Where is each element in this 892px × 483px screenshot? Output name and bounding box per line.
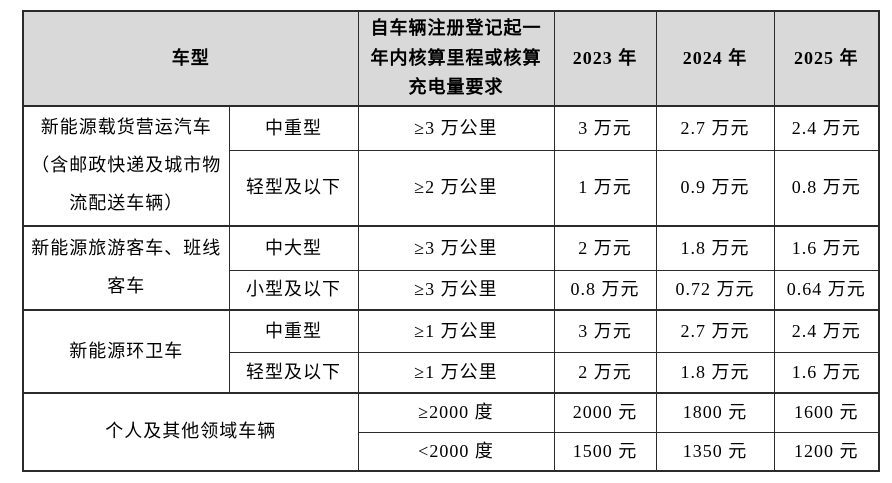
value-cell-2023: 2000 元 bbox=[553, 392, 657, 433]
value-cell-2025: 0.8 万元 bbox=[773, 149, 880, 227]
requirement-cell: ≥1 万公里 bbox=[357, 351, 555, 394]
value-cell-2025: 2.4 万元 bbox=[773, 309, 880, 353]
value-cell-2024: 1350 元 bbox=[655, 431, 775, 472]
table-row: 新能源载货营运汽车（含邮政快递及城市物流配送车辆） 中重型 ≥3 万公里 3 万… bbox=[22, 105, 880, 227]
category-cell-bus: 新能源旅游客车、班线客车 bbox=[22, 225, 230, 311]
subtype-cell: 中重型 bbox=[228, 105, 359, 151]
value-cell-2023: 1 万元 bbox=[553, 149, 657, 227]
subtype-cell: 轻型及以下 bbox=[228, 149, 359, 227]
header-vehicle-type: 车型 bbox=[22, 10, 359, 108]
requirement-cell: ≥3 万公里 bbox=[357, 225, 555, 271]
table-row: 新能源旅游客车、班线客车 中大型 ≥3 万公里 2 万元 1.8 万元 1.6 … bbox=[22, 225, 880, 311]
category-cell-personal: 个人及其他领域车辆 bbox=[22, 392, 359, 472]
header-year-2023: 2023 年 bbox=[553, 10, 657, 108]
category-cell-freight: 新能源载货营运汽车（含邮政快递及城市物流配送车辆） bbox=[22, 105, 230, 227]
category-cell-sanitation: 新能源环卫车 bbox=[22, 309, 230, 394]
value-cell-2023: 0.8 万元 bbox=[553, 269, 657, 311]
value-cell-2025: 0.64 万元 bbox=[773, 269, 880, 311]
table-row: <2000 度 1500 元 1350 元 1200 元 bbox=[23, 431, 880, 472]
value-cell-2025: 1.6 万元 bbox=[773, 351, 880, 394]
table-row: 小型及以下 ≥3 万公里 0.8 万元 0.72 万元 0.64 万元 bbox=[23, 269, 880, 311]
table-row: 新能源环卫车 中重型 ≥1 万公里 3 万元 2.7 万元 2.4 万元 bbox=[22, 309, 880, 394]
requirement-cell: ≥3 万公里 bbox=[357, 269, 555, 311]
value-cell-2025: 1600 元 bbox=[773, 392, 880, 433]
value-cell-2024: 0.72 万元 bbox=[655, 269, 775, 311]
header-row: 车型 自车辆注册登记起一年内核算里程或核算充电量要求 2023 年 2024 年… bbox=[22, 10, 880, 108]
value-cell-2023: 1500 元 bbox=[553, 431, 657, 472]
value-cell-2023: 2 万元 bbox=[553, 351, 657, 394]
value-cell-2025: 1.6 万元 bbox=[773, 225, 880, 271]
value-cell-2024: 1.8 万元 bbox=[655, 225, 775, 271]
requirement-cell: ≥1 万公里 bbox=[357, 309, 555, 353]
value-cell-2023: 3 万元 bbox=[553, 105, 657, 151]
requirement-cell: ≥3 万公里 bbox=[357, 105, 555, 151]
subtype-cell: 轻型及以下 bbox=[228, 351, 359, 394]
value-cell-2024: 2.7 万元 bbox=[655, 105, 775, 151]
subtype-cell: 中大型 bbox=[228, 225, 359, 271]
header-year-2024: 2024 年 bbox=[655, 10, 775, 108]
header-year-2025: 2025 年 bbox=[773, 10, 880, 108]
subsidy-table: 车型 自车辆注册登记起一年内核算里程或核算充电量要求 2023 年 2024 年… bbox=[22, 10, 880, 473]
requirement-cell: ≥2 万公里 bbox=[357, 149, 555, 227]
table-row: 轻型及以下 ≥2 万公里 1 万元 0.9 万元 0.8 万元 bbox=[23, 149, 880, 227]
subtype-cell: 小型及以下 bbox=[228, 269, 359, 311]
value-cell-2024: 1.8 万元 bbox=[655, 351, 775, 394]
value-cell-2024: 0.9 万元 bbox=[655, 149, 775, 227]
subtype-cell: 中重型 bbox=[228, 309, 359, 353]
value-cell-2023: 2 万元 bbox=[553, 225, 657, 271]
value-cell-2023: 3 万元 bbox=[553, 309, 657, 353]
value-cell-2024: 2.7 万元 bbox=[655, 309, 775, 353]
requirement-cell: ≥2000 度 bbox=[357, 392, 555, 433]
header-requirement: 自车辆注册登记起一年内核算里程或核算充电量要求 bbox=[357, 10, 555, 108]
value-cell-2024: 1800 元 bbox=[655, 392, 775, 433]
table-row: 个人及其他领域车辆 ≥2000 度 2000 元 1800 元 1600 元 bbox=[22, 392, 880, 472]
value-cell-2025: 1200 元 bbox=[773, 431, 880, 472]
table-row: 轻型及以下 ≥1 万公里 2 万元 1.8 万元 1.6 万元 bbox=[23, 351, 880, 394]
requirement-cell: <2000 度 bbox=[357, 431, 555, 472]
value-cell-2025: 2.4 万元 bbox=[773, 105, 880, 151]
